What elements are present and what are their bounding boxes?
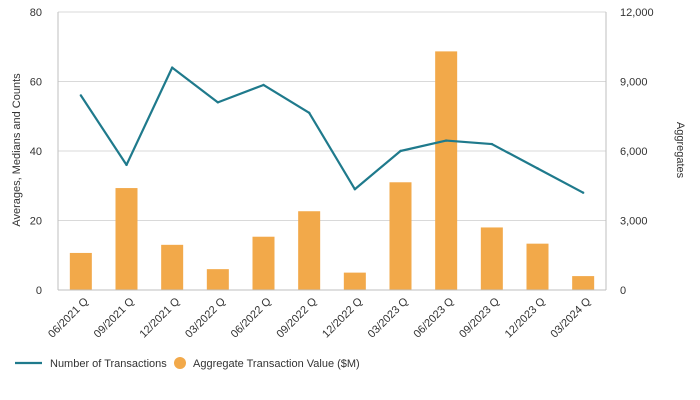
x-tick-label: 12/2022 Q — [320, 295, 365, 340]
line-point — [536, 167, 539, 170]
bar — [161, 244, 184, 290]
right-axis-ticks: 0 3,000 6,000 9,000 12,000 — [620, 7, 654, 297]
line-point — [353, 188, 357, 191]
right-tick-label: 0 — [620, 285, 626, 297]
legend-bar-swatch — [174, 357, 186, 369]
bar — [572, 276, 595, 290]
line-point — [170, 66, 174, 69]
bar — [389, 182, 412, 290]
series-line — [79, 66, 584, 194]
left-axis-ticks: 0 20 40 60 80 — [30, 7, 42, 297]
x-tick-label: 03/2022 Q — [183, 295, 228, 340]
line-point — [444, 139, 448, 142]
left-tick-label: 60 — [30, 77, 42, 89]
bar — [526, 243, 549, 290]
line-point — [307, 111, 311, 114]
x-axis-ticks: 06/2021 Q 09/2021 Q 12/2021 Q 03/2022 Q 06/2… — [46, 295, 593, 340]
bar — [115, 188, 138, 290]
right-tick-label: 3,000 — [620, 216, 648, 228]
legend: Number of Transactions Aggregate Transac… — [15, 357, 360, 370]
x-tick-label: 12/2023 Q — [503, 295, 548, 340]
bar-series — [69, 51, 595, 291]
gridlines — [58, 11, 606, 221]
line-point — [262, 83, 265, 87]
legend-label-transactions: Number of Transactions — [50, 358, 167, 370]
left-tick-label: 40 — [30, 146, 42, 158]
left-tick-label: 80 — [30, 7, 42, 19]
line-series — [79, 66, 585, 194]
bar — [206, 269, 229, 290]
x-tick-label: 09/2021 Q — [92, 295, 137, 340]
bar — [69, 252, 92, 290]
bar — [252, 236, 275, 290]
right-tick-label: 9,000 — [620, 77, 648, 89]
x-tick-label: 09/2023 Q — [457, 295, 502, 340]
right-axis-title: Aggregates — [674, 122, 686, 179]
left-axis-title: Averages, Medians and Counts — [11, 73, 23, 227]
line-point — [125, 163, 128, 167]
x-tick-label: 12/2021 Q — [137, 295, 182, 340]
line-point — [490, 142, 494, 146]
line-point — [399, 149, 402, 153]
right-tick-label: 6,000 — [620, 146, 648, 158]
bar — [343, 272, 366, 290]
x-tick-label: 03/2023 Q — [366, 295, 411, 340]
x-tick-label: 06/2023 Q — [411, 295, 456, 340]
bar — [298, 211, 321, 290]
line-point — [79, 94, 83, 97]
right-tick-label: 12,000 — [620, 7, 654, 19]
x-tick-label: 03/2024 Q — [548, 295, 593, 340]
line-point — [216, 101, 220, 104]
bar — [435, 51, 458, 291]
legend-label-aggregate: Aggregate Transaction Value ($M) — [193, 358, 360, 370]
x-tick-label: 06/2021 Q — [46, 295, 91, 340]
left-tick-label: 20 — [30, 216, 42, 228]
left-tick-label: 0 — [36, 285, 42, 297]
bar — [480, 227, 503, 290]
line-point — [581, 191, 585, 194]
x-tick-label: 06/2022 Q — [229, 295, 274, 340]
axes — [57, 12, 607, 291]
x-tick-label: 09/2022 Q — [274, 295, 319, 340]
